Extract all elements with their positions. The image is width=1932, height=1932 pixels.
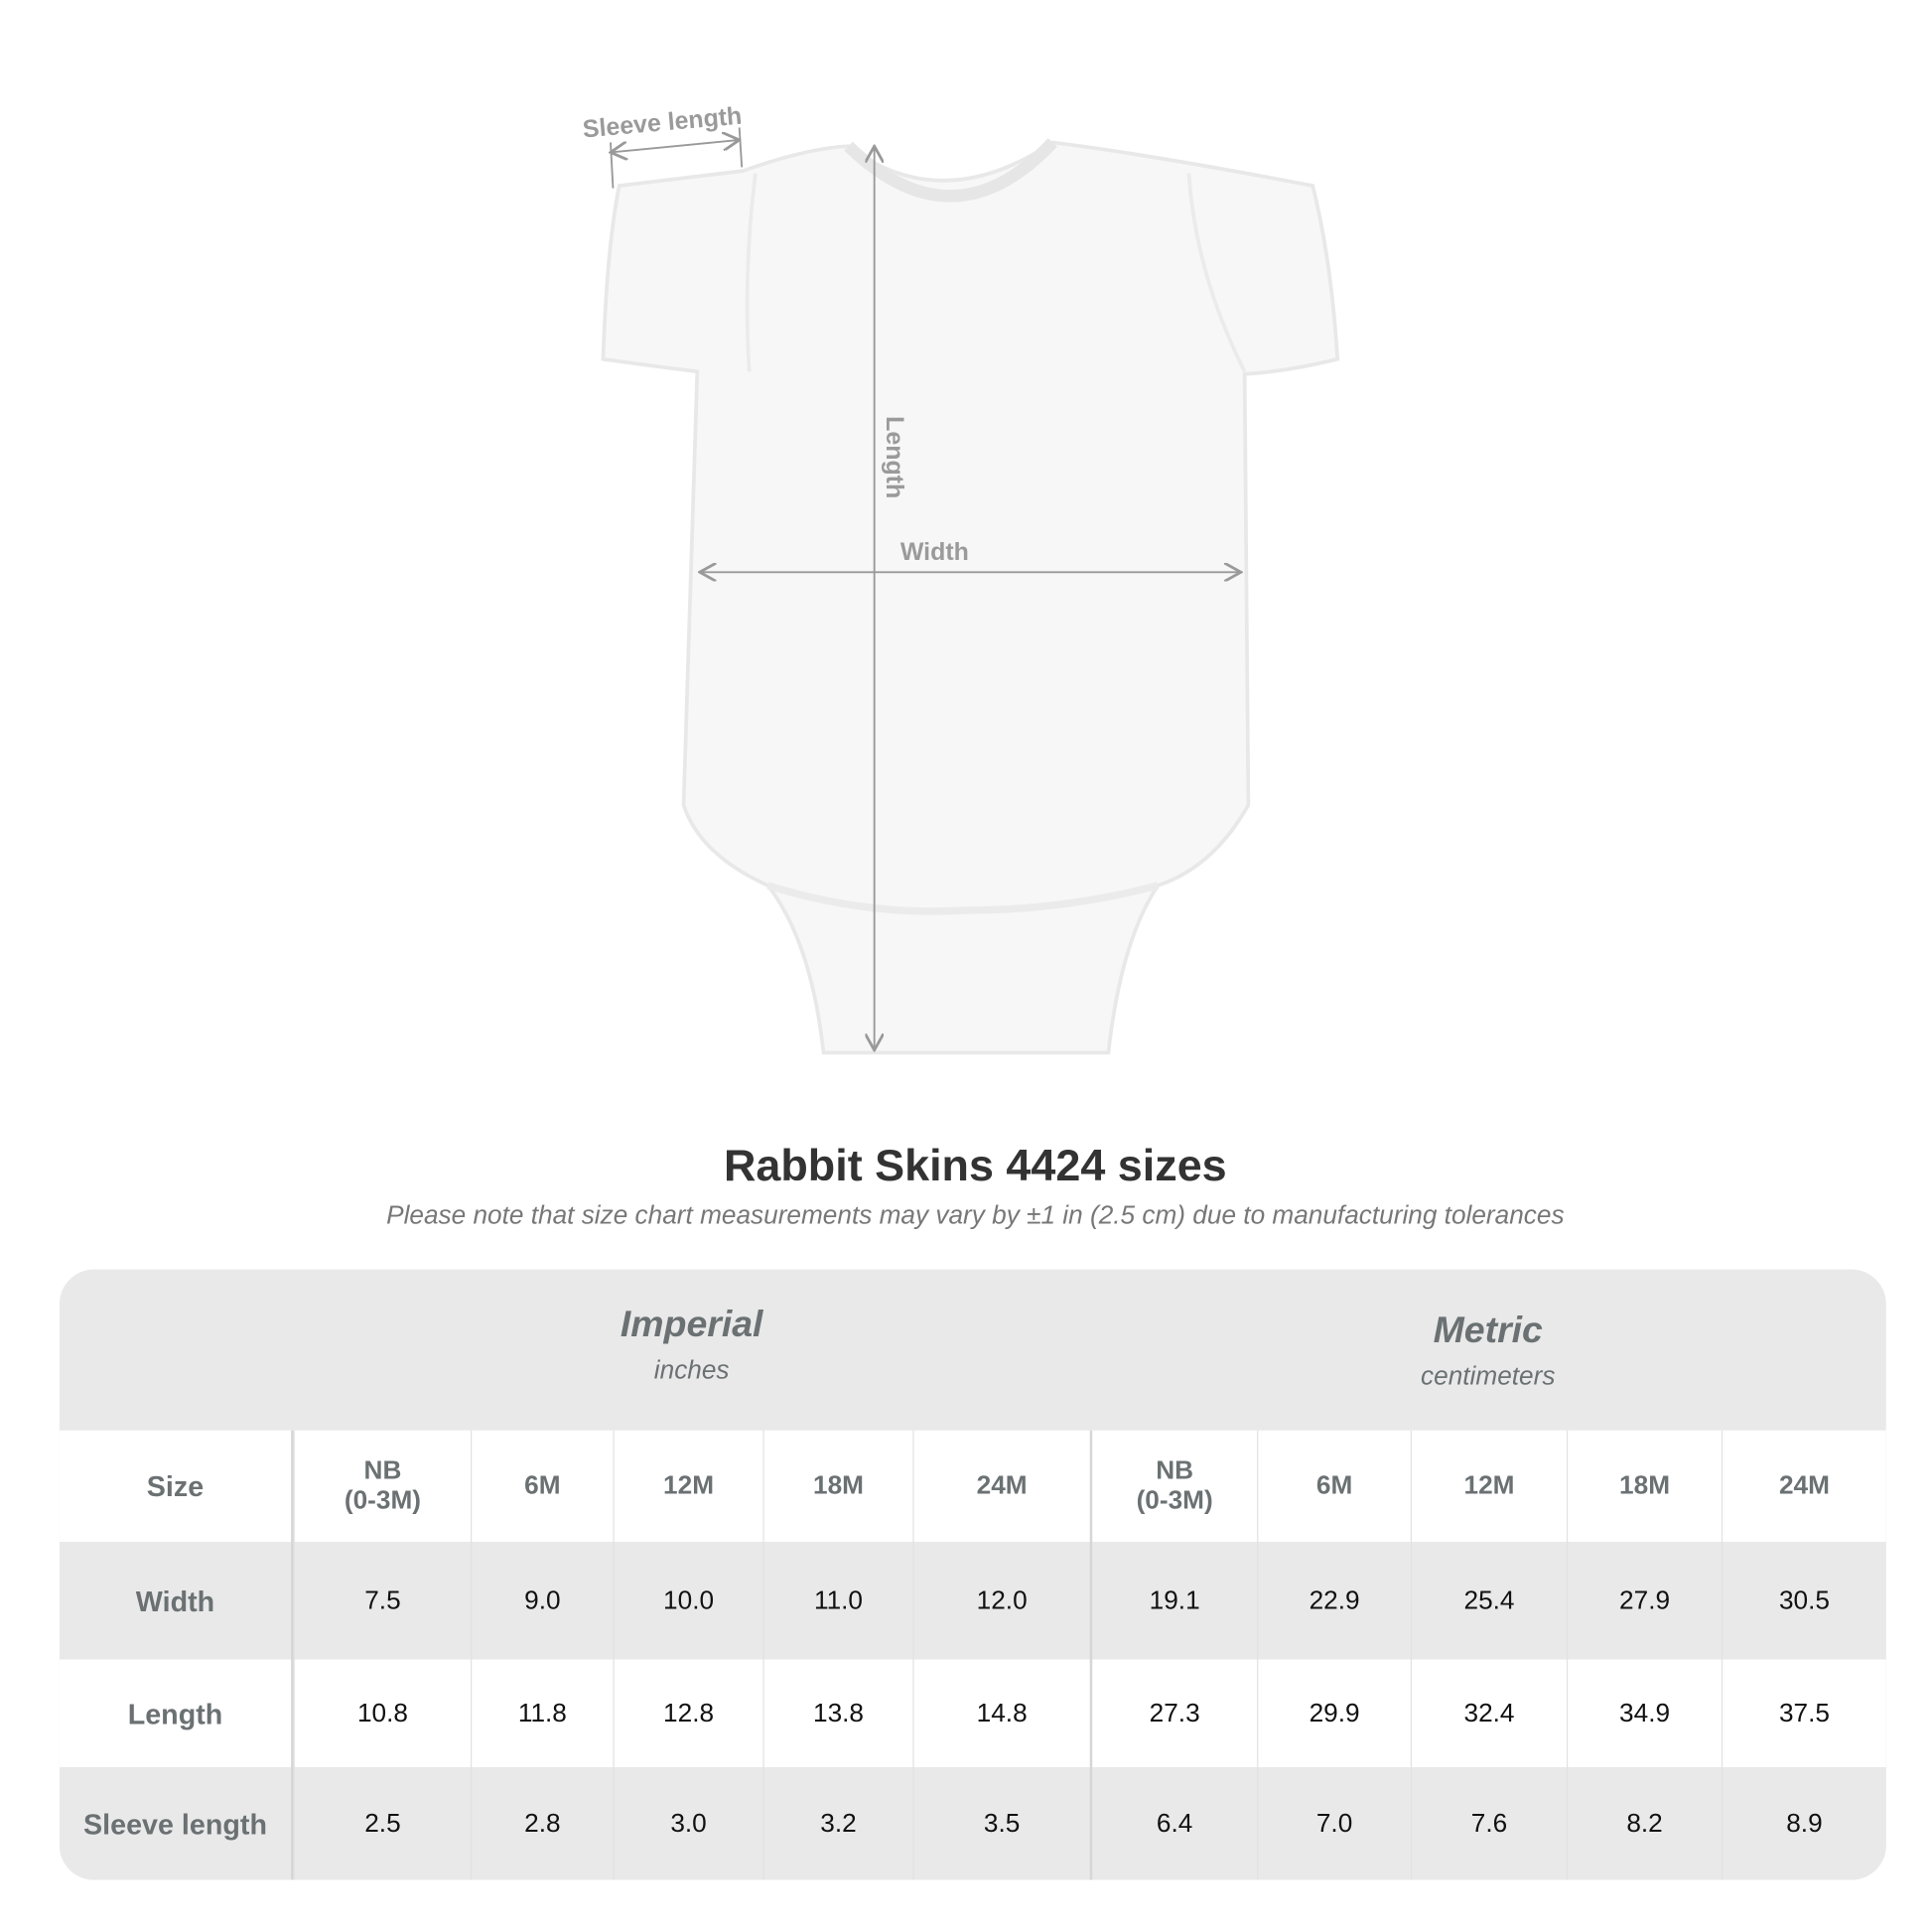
table-cell: 11.0	[762, 1542, 912, 1660]
table-cell: 3.5	[912, 1767, 1089, 1880]
page-title: Rabbit Skins 4424 sizes	[723, 1139, 1227, 1190]
size-label: (0-3M)	[1136, 1485, 1213, 1515]
size-label: 24M	[1778, 1470, 1830, 1500]
table-cell: 7.0	[1257, 1767, 1411, 1880]
table-cell: 12.0	[912, 1542, 1089, 1660]
sleeve-length-label: Sleeve length	[582, 102, 744, 144]
size-label: 24M	[976, 1470, 1028, 1500]
metric-label: Metric	[1433, 1310, 1543, 1351]
size-label: 18M	[1619, 1470, 1671, 1500]
table-cell: 10.0	[613, 1542, 762, 1660]
size-label: 12M	[1463, 1470, 1515, 1500]
table-cell: 32.4	[1410, 1659, 1567, 1768]
size-table: Imperial inches Metric centimeters Size N…	[59, 1269, 1886, 1880]
table-cell: 11.8	[471, 1659, 613, 1768]
size-column-header: 18M	[762, 1430, 912, 1543]
size-column-header: 6M	[1257, 1430, 1411, 1543]
metric-unit: centimeters	[1421, 1362, 1556, 1391]
size-column-header: 18M	[1566, 1430, 1722, 1543]
table-cell: 3.2	[762, 1767, 912, 1880]
size-label: 12M	[663, 1470, 715, 1500]
table-cell: 19.1	[1089, 1542, 1257, 1660]
size-header-row: Size NB (0-3M) 6M 12M 18M 24M NB (0-3M) 6M 12M 18M 2…	[59, 1430, 1886, 1543]
table-cell: 22.9	[1257, 1542, 1411, 1660]
size-label: (0-3M)	[344, 1485, 422, 1515]
table-cell: 30.5	[1721, 1542, 1886, 1660]
table-row: Width 7.5 9.0 10.0 11.0 12.0 19.1 22.9 25.4 27.9 3…	[59, 1542, 1886, 1660]
size-label: NB	[363, 1455, 402, 1485]
imperial-header: Imperial inches	[294, 1270, 1090, 1431]
table-cell: 8.2	[1566, 1767, 1722, 1880]
table-cell: 29.9	[1257, 1659, 1411, 1768]
table-cell: 9.0	[471, 1542, 613, 1660]
onesie-shape	[601, 140, 1340, 1055]
size-column-header: NB (0-3M)	[1089, 1430, 1257, 1543]
size-column-header: 12M	[1410, 1430, 1567, 1543]
table-cell: 7.6	[1410, 1767, 1567, 1880]
size-label: 6M	[1315, 1470, 1353, 1500]
table-cell: 27.9	[1566, 1542, 1722, 1660]
size-column-header: 24M	[1721, 1430, 1886, 1543]
table-cell: 6.4	[1089, 1767, 1257, 1880]
metric-header: Metric centimeters	[1090, 1270, 1886, 1431]
table-cell: 34.9	[1566, 1659, 1722, 1768]
table-cell: 37.5	[1721, 1659, 1886, 1768]
table-cell: 8.9	[1721, 1767, 1886, 1880]
row-label: Size	[60, 1430, 294, 1543]
table-cell: 25.4	[1410, 1542, 1567, 1660]
table-cell: 2.5	[293, 1767, 471, 1880]
length-label: Length	[881, 416, 908, 498]
size-label: NB	[1156, 1455, 1194, 1485]
table-cell: 3.0	[613, 1767, 762, 1880]
table-cell: 13.8	[762, 1659, 912, 1768]
width-label: Width	[900, 538, 969, 566]
table-cell: 12.8	[613, 1659, 762, 1768]
imperial-label: Imperial	[620, 1304, 763, 1345]
row-label: Sleeve length	[60, 1767, 294, 1880]
size-column-header: 24M	[912, 1430, 1089, 1543]
tolerance-note: Please note that size chart measurements…	[386, 1200, 1565, 1230]
size-label: 6M	[524, 1470, 561, 1500]
onesie-diagram: Sleeve length Length Width	[582, 102, 1340, 1055]
table-cell: 14.8	[912, 1659, 1089, 1768]
table-cell: 10.8	[293, 1659, 471, 1768]
table-cell: 27.3	[1089, 1659, 1257, 1768]
size-column-header: 12M	[613, 1430, 762, 1543]
table-row: Length 10.8 11.8 12.8 13.8 14.8 27.3 29.9 32.4 34…	[59, 1659, 1886, 1768]
table-row: Sleeve length 2.5 2.8 3.0 3.2 3.5 6.4 7.0 7.6 8.2…	[59, 1767, 1886, 1880]
size-column-header: NB (0-3M)	[293, 1430, 471, 1543]
row-label: Length	[60, 1659, 294, 1768]
row-label: Width	[60, 1542, 294, 1660]
imperial-unit: inches	[653, 1355, 730, 1385]
table-cell: 2.8	[471, 1767, 613, 1880]
table-cell: 7.5	[293, 1542, 471, 1660]
size-column-header: 6M	[471, 1430, 613, 1543]
size-label: 18M	[812, 1470, 864, 1500]
